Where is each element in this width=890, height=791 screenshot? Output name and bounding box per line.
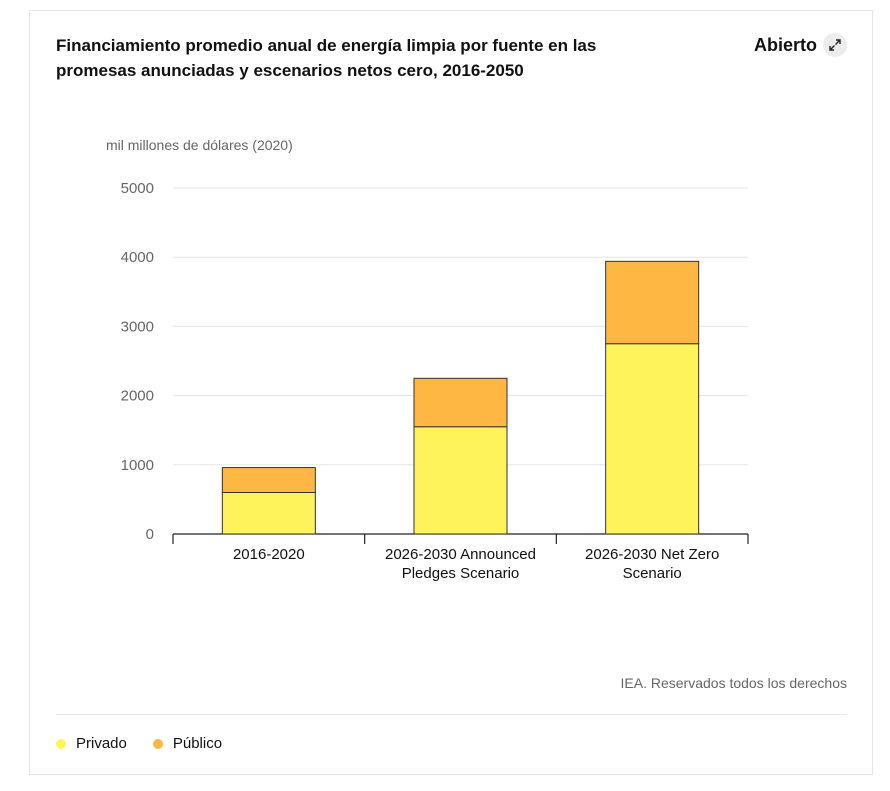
- open-label[interactable]: Abierto: [754, 34, 817, 55]
- bar-publico-0: [221, 467, 316, 493]
- y-axis-title: mil millones de dólares (2020): [106, 137, 293, 153]
- copyright-note: IEA. Reservados todos los derechos: [620, 675, 847, 691]
- legend-label-publico: Público: [172, 735, 223, 752]
- bar-publico-2: [605, 260, 700, 345]
- bar-chart: mil millones de dólares (2020) 0 1000 2000 3…: [106, 137, 749, 582]
- bar-publico-1: [413, 377, 508, 428]
- legend-item-privado[interactable]: Privado: [56, 735, 127, 752]
- x-tick-label-1-1: Pledges Scenario: [402, 565, 520, 582]
- y-tick-label-1000: 1000: [121, 457, 154, 474]
- y-tick-label-3000: 3000: [121, 318, 154, 335]
- chart-title: Financiamiento promedio anual de energía…: [56, 36, 597, 80]
- legend: Privado Público: [56, 735, 222, 752]
- bar-privado-1: [413, 426, 508, 535]
- legend-swatch-privado: [56, 738, 66, 749]
- y-tick-label-0: 0: [146, 526, 154, 543]
- bar-privado-0: [221, 491, 316, 535]
- x-tick-label-2-0: 2026-2030 Net Zero: [585, 546, 719, 563]
- divider: [56, 714, 847, 715]
- y-tick-label-5000: 5000: [121, 180, 154, 197]
- x-tick-label-2-1: Scenario: [623, 565, 682, 582]
- chart-card: Financiamiento promedio anual de energía…: [29, 10, 873, 775]
- x-tick-label-1-0: 2026-2030 Announced: [385, 546, 536, 563]
- bar-privado-2: [605, 343, 700, 535]
- y-tick-label-4000: 4000: [121, 249, 154, 266]
- legend-label-privado: Privado: [76, 735, 127, 752]
- y-tick-label-2000: 2000: [121, 388, 154, 405]
- legend-item-publico[interactable]: Público: [152, 735, 223, 752]
- x-tick-label-0-0: 2016-2020: [233, 546, 305, 563]
- open-link[interactable]: Abierto: [754, 33, 847, 57]
- expand-icon[interactable]: [823, 33, 847, 57]
- legend-swatch-publico: [152, 738, 163, 749]
